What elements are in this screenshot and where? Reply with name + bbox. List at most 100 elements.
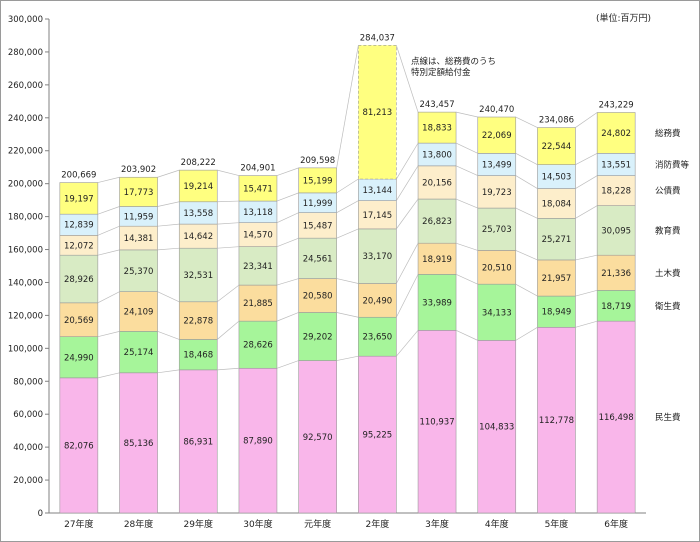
data-label: 18,084 — [542, 199, 572, 209]
data-label: 21,336 — [601, 269, 631, 279]
bar-segment — [596, 290, 636, 322]
data-label: 86,931 — [183, 437, 213, 447]
y-tick-label: 100,000 — [8, 344, 43, 354]
connector-line — [455, 165, 478, 176]
data-label: 104,833 — [479, 423, 514, 433]
bar-segment — [417, 330, 457, 514]
series-label: 土木費 — [655, 268, 681, 279]
bar-segment — [477, 116, 517, 154]
x-tick-label: 30年度 — [243, 518, 272, 530]
data-label: 22,544 — [542, 142, 572, 152]
bar-segment — [596, 254, 636, 291]
data-label: 17,773 — [124, 188, 154, 198]
data-label: 13,558 — [183, 209, 213, 219]
connector-line — [396, 330, 419, 357]
connector-line — [336, 278, 359, 284]
data-label: 11,999 — [303, 199, 333, 209]
connector-line — [157, 201, 180, 207]
bar-segment — [537, 326, 576, 514]
bar-segment — [358, 228, 397, 284]
bar-segment — [178, 247, 218, 303]
data-label: 13,144 — [362, 186, 392, 196]
data-label: 26,823 — [422, 217, 452, 227]
data-label: 21,885 — [243, 299, 273, 309]
bar-segment — [59, 336, 99, 379]
series-label: 衛生費 — [655, 301, 681, 312]
data-label: 22,069 — [482, 131, 512, 141]
data-label: 15,487 — [303, 221, 333, 231]
connector-line — [455, 330, 478, 341]
data-label: 18,919 — [422, 255, 452, 265]
data-label: 110,937 — [419, 418, 454, 428]
connector-line — [97, 225, 120, 236]
connector-line — [575, 290, 598, 297]
x-tick-label: 元年度 — [304, 518, 331, 530]
bar-segment — [119, 291, 158, 332]
connector-line — [217, 169, 240, 176]
connector-line — [515, 326, 538, 341]
total-label: 209,598 — [300, 156, 335, 166]
connector-line — [396, 274, 419, 318]
bar-segment — [596, 205, 636, 256]
data-label: 12,072 — [64, 241, 94, 251]
bar-segment — [417, 242, 457, 275]
data-label: 24,109 — [124, 308, 154, 318]
annotation-text: 点線は、総務費のうち 特別定額給付金 — [411, 57, 496, 79]
connector-line — [276, 360, 299, 369]
connector-line — [575, 175, 598, 189]
series-label: 消防費等 — [655, 159, 690, 170]
data-label: 24,802 — [601, 129, 631, 139]
connector-line — [396, 243, 419, 284]
bar-segment — [417, 274, 457, 331]
bar-segment — [417, 165, 457, 200]
connector-line — [217, 246, 239, 249]
y-tick-label: 20,000 — [13, 476, 43, 486]
connector-line — [575, 254, 598, 261]
data-label: 28,926 — [64, 275, 94, 285]
connector-line — [157, 247, 180, 251]
data-label: 18,719 — [601, 302, 631, 312]
connector-line — [276, 192, 299, 202]
connector-line — [515, 283, 538, 297]
data-label: 24,990 — [64, 353, 94, 363]
bar-segment — [477, 340, 517, 514]
bar-segment — [537, 188, 576, 219]
connector-line — [515, 116, 538, 128]
data-label: 34,133 — [482, 308, 512, 318]
data-label: 13,118 — [243, 208, 273, 218]
connector-line — [276, 212, 299, 223]
connector-line — [157, 169, 180, 178]
total-label: 240,470 — [479, 105, 514, 115]
y-tick-label: 0 — [38, 509, 43, 519]
y-tick-label: 260,000 — [8, 81, 43, 91]
x-tick-label: 27年度 — [64, 518, 93, 530]
connector-line — [276, 312, 299, 322]
connector-line — [217, 320, 240, 340]
data-label: 116,498 — [599, 413, 634, 423]
data-label: 18,228 — [601, 187, 631, 197]
data-label: 20,156 — [422, 178, 452, 188]
bar-segment — [537, 127, 576, 165]
data-label: 19,723 — [482, 188, 512, 198]
connector-line — [396, 45, 419, 113]
y-tick-label: 120,000 — [8, 311, 43, 321]
data-label: 15,199 — [303, 176, 333, 186]
bar-segment — [537, 218, 576, 261]
connector-line — [97, 176, 120, 183]
bar-segment — [59, 182, 99, 215]
bar-segment — [537, 295, 576, 328]
total-label: 204,901 — [240, 164, 275, 174]
data-label: 14,503 — [542, 173, 572, 183]
connector-line — [157, 369, 180, 374]
bar-segment — [119, 249, 158, 292]
connector-line — [575, 205, 598, 219]
connector-line — [575, 153, 598, 165]
connector-line — [276, 278, 299, 286]
connector-line — [217, 367, 239, 371]
data-label: 21,957 — [542, 274, 572, 284]
connector-line — [217, 222, 239, 225]
bar-segment — [477, 283, 517, 341]
connector-line — [396, 165, 419, 201]
